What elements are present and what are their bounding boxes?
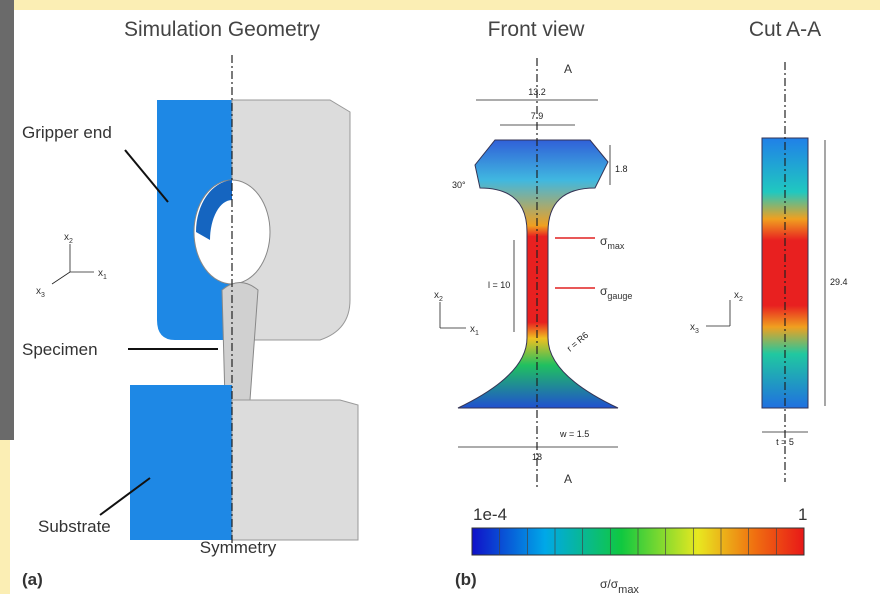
section-mark: A (564, 62, 572, 76)
axis-sub: 1 (475, 330, 479, 337)
callout: Gripper end (22, 123, 112, 142)
dimension: 1.8 (615, 164, 628, 174)
colorbar-max: 1 (798, 505, 807, 524)
stress-sub: max (607, 241, 625, 251)
axis-sub: 2 (69, 238, 73, 245)
stress-sub: gauge (607, 291, 632, 301)
callout: Substrate (38, 517, 111, 536)
substrate-grey (232, 400, 358, 540)
page: Simulation Geometry Gripper end Specimen… (0, 0, 880, 594)
panel-title: Simulation Geometry (124, 18, 321, 41)
axis-sub: 2 (439, 296, 443, 303)
panel-label: (b) (455, 570, 477, 589)
callout: Specimen (22, 340, 98, 359)
panel-title: Cut A-A (749, 18, 821, 41)
quantity-base: σ/σ (600, 577, 619, 591)
dimension: t = 5 (776, 437, 794, 447)
dimension: 29.4 (830, 277, 848, 287)
quantity-sub: max (618, 584, 639, 594)
axis-sub: 3 (41, 292, 45, 299)
dimension: w = 1.5 (559, 429, 589, 439)
panel-title: Front view (488, 18, 586, 41)
dimension: 30° (452, 180, 466, 190)
symmetry-label: Symmetry (200, 538, 277, 557)
substrate-blue (130, 385, 232, 540)
photo-strip (0, 0, 14, 440)
dimension: 7.9 (531, 111, 544, 121)
axis-sub: 1 (103, 274, 107, 281)
colorbar-min: 1e-4 (473, 505, 507, 524)
section-mark: A (564, 472, 572, 486)
panel-label: (a) (22, 570, 43, 589)
dimension: 18 (532, 452, 542, 462)
axis-sub: 2 (739, 296, 743, 303)
axis-sub: 3 (695, 328, 699, 335)
dimension: l = 10 (488, 280, 510, 290)
dimension: 13.2 (528, 87, 546, 97)
figure: Simulation Geometry Gripper end Specimen… (0, 0, 880, 594)
